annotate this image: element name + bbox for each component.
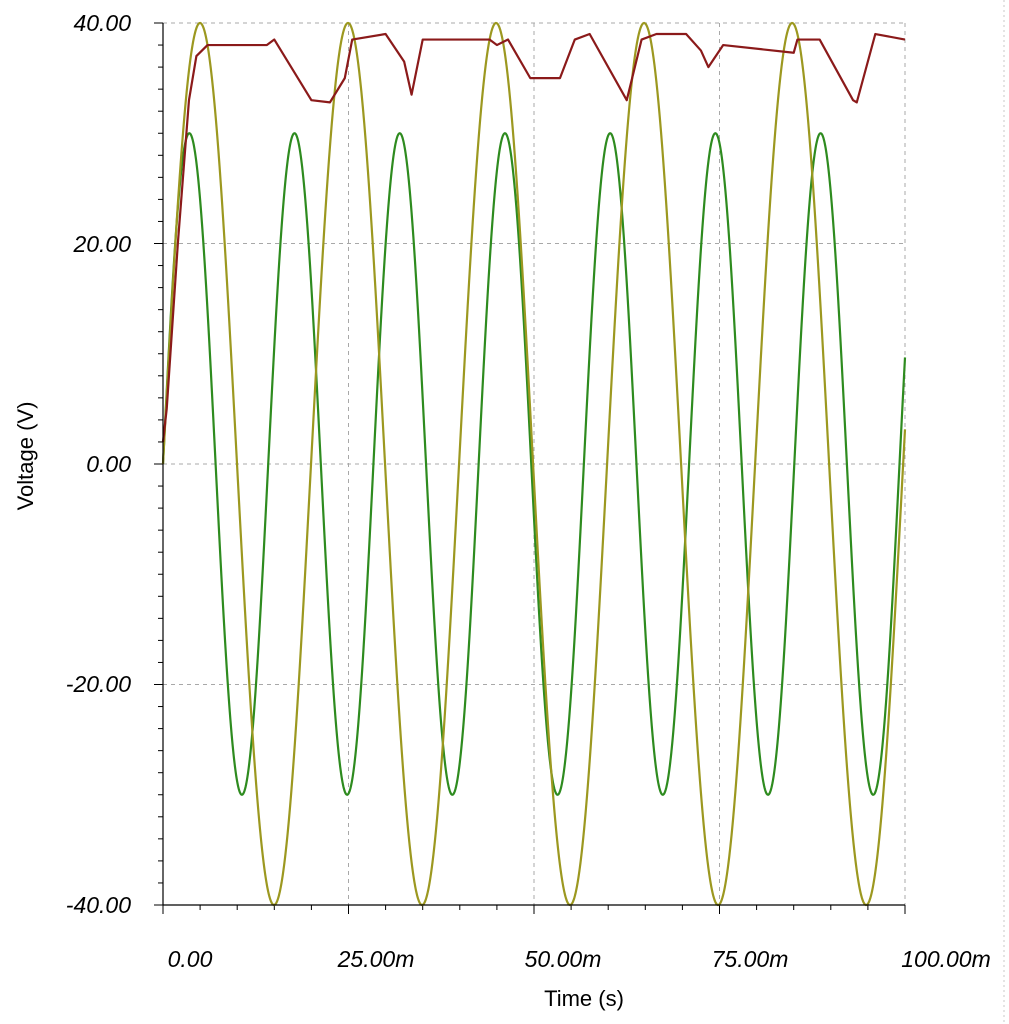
x-tick-label: 100.00m [901, 946, 991, 972]
series-olive-line [161, 21, 907, 907]
y-tick-label: 20.00 [72, 231, 131, 257]
series-red-line [161, 32, 906, 443]
y-tick-label: 0.00 [86, 451, 131, 477]
x-tick-label: 0.00 [168, 946, 213, 972]
plot-area [154, 21, 907, 914]
y-tick-label: -20.00 [66, 671, 131, 697]
y-tick-labels: 40.00 20.00 0.00 -20.00 -40.00 [66, 10, 131, 918]
x-tick-labels: 0.00 25.00m 50.00m 75.00m 100.00m [168, 946, 991, 972]
minor-ticks [154, 22, 906, 914]
data-series [161, 21, 907, 907]
y-tick-label: -40.00 [66, 892, 131, 918]
series-green-line [161, 132, 907, 796]
x-tick-label: 75.00m [712, 946, 789, 972]
y-tick-label: 40.00 [73, 10, 131, 36]
x-tick-label: 50.00m [525, 946, 602, 972]
x-tick-label: 25.00m [337, 946, 415, 972]
x-axis-title: Time (s) [544, 986, 624, 1011]
y-axis-title: Voltage (V) [13, 402, 38, 511]
